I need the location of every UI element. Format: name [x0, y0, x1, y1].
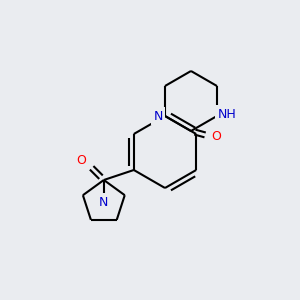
Text: N: N — [153, 110, 163, 122]
Text: N: N — [99, 196, 109, 208]
Text: O: O — [211, 130, 221, 142]
Text: NH: NH — [218, 107, 236, 121]
Text: O: O — [76, 154, 86, 166]
